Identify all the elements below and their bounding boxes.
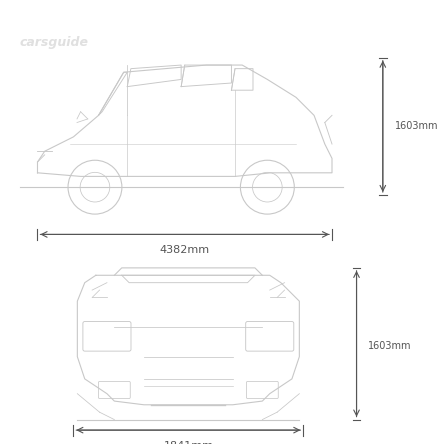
Text: 1841mm: 1841mm <box>163 441 213 444</box>
Text: 1603mm: 1603mm <box>368 341 412 351</box>
Text: 1603mm: 1603mm <box>395 121 438 131</box>
Text: 4382mm: 4382mm <box>160 245 210 255</box>
Text: carsguide: carsguide <box>20 36 88 49</box>
